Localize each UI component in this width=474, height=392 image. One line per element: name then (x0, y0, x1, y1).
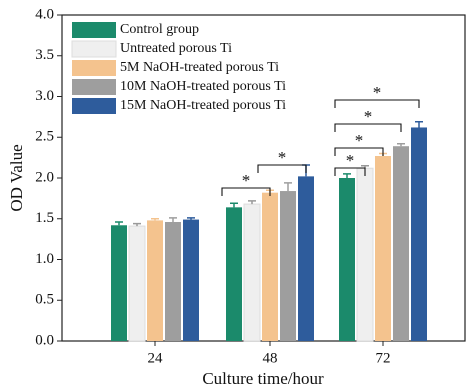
x-tick-label: 24 (148, 350, 164, 366)
error-bar (230, 202, 238, 208)
bar (339, 178, 355, 341)
significance-star: * (355, 131, 364, 150)
significance-star: * (278, 148, 287, 167)
legend-label: 15M NaOH-treated porous Ti (120, 98, 286, 113)
bar (375, 155, 391, 341)
significance-star: * (346, 151, 355, 170)
legend-swatch (72, 22, 116, 38)
legend-swatch (72, 98, 116, 114)
legend-label: 10M NaOH-treated porous Ti (120, 79, 286, 94)
bar (393, 146, 409, 341)
bar (298, 176, 314, 341)
error-bar (115, 221, 123, 226)
bar (111, 225, 127, 341)
error-bar (415, 121, 423, 128)
error-bar (169, 217, 177, 223)
bar (128, 225, 146, 342)
legend-swatch (71, 40, 117, 58)
y-tick-label: 1.5 (35, 210, 54, 226)
x-tick-label: 72 (376, 350, 391, 366)
y-tick-label: 2.0 (35, 169, 54, 185)
error-bar (133, 222, 141, 227)
significance-star: * (364, 107, 373, 126)
error-bar (397, 143, 405, 147)
y-tick-label: 4.0 (35, 6, 54, 22)
bar (183, 219, 199, 341)
bar (280, 191, 296, 341)
y-tick-label: 1.0 (35, 251, 54, 267)
error-bar (284, 182, 292, 192)
legend-label: 5M NaOH-treated porous Ti (120, 60, 279, 75)
y-tick-label: 3.0 (35, 88, 54, 104)
legend-label: Untreated porous Ti (120, 41, 232, 56)
error-bar (187, 217, 195, 220)
y-tick-label: 0.0 (35, 332, 54, 348)
significance-bracket (334, 123, 402, 132)
x-tick-label: 48 (263, 350, 278, 366)
legend-label: Control group (120, 22, 199, 37)
significance-bracket (221, 187, 271, 196)
error-bar (248, 200, 256, 205)
y-tick-label: 2.5 (35, 129, 54, 145)
y-tick-label: 3.5 (35, 47, 54, 63)
significance-bracket (257, 164, 307, 173)
x-axis-title: Culture time/hour (202, 369, 324, 388)
y-axis-title: OD Value (7, 144, 26, 211)
bar (262, 192, 278, 341)
bar (243, 203, 261, 342)
legend-swatch (72, 79, 116, 95)
significance-star: * (242, 171, 251, 190)
error-bar (343, 173, 351, 178)
error-bar (151, 218, 159, 221)
significance-bracket (334, 167, 366, 176)
y-tick-label: 0.5 (35, 292, 54, 308)
significance-bracket (334, 99, 420, 108)
bar (356, 167, 374, 342)
bar (165, 222, 181, 341)
significance-star: * (373, 83, 382, 102)
bar (226, 207, 242, 341)
significance-bracket (334, 147, 384, 156)
bar (147, 220, 163, 341)
bar (411, 127, 427, 341)
legend-swatch (72, 60, 116, 76)
